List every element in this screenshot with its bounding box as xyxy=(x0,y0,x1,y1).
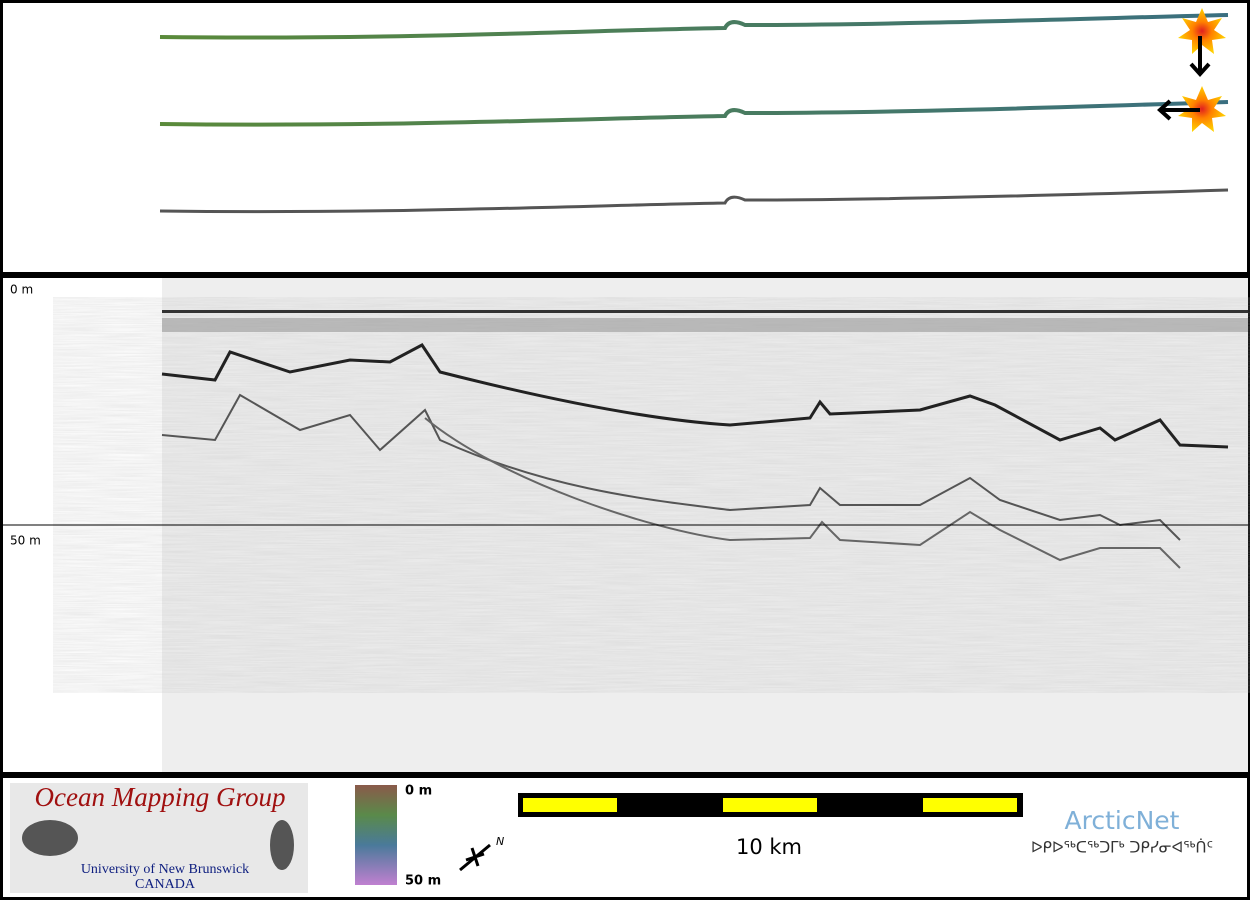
north-arrow-n: N xyxy=(496,835,504,848)
scale-segment xyxy=(923,798,1017,812)
track-line xyxy=(159,100,1229,127)
logo-image xyxy=(270,820,294,870)
arrow xyxy=(1157,99,1200,121)
scale-segment xyxy=(523,798,617,812)
logo-text: CANADA xyxy=(135,877,196,892)
track-line xyxy=(159,13,1229,40)
seabed-reflector xyxy=(161,343,1229,449)
depth-label: 50 m xyxy=(10,534,41,548)
logo-text: University of New Brunswick xyxy=(81,862,249,877)
arrow xyxy=(1189,36,1211,77)
colorbar-label: 50 m xyxy=(405,874,441,889)
ship-icon xyxy=(1178,8,1226,54)
partner-logo: ArcticNet xyxy=(1065,806,1180,835)
surface-band xyxy=(162,310,1248,313)
track-line xyxy=(159,188,1229,214)
surface-band xyxy=(162,318,1248,332)
logo-title: Ocean Mapping Group xyxy=(35,782,286,812)
depth-label: 0 m xyxy=(10,283,33,297)
echogram-noise xyxy=(162,330,1248,660)
scale-segment xyxy=(723,798,817,812)
scale-label: 10 km xyxy=(736,835,802,859)
colorbar-label: 0 m xyxy=(405,784,432,799)
subbottom-reflector xyxy=(161,393,1181,541)
north-arrow xyxy=(459,843,491,872)
track-panel xyxy=(3,3,1247,272)
logo-image xyxy=(22,820,78,856)
ship-icon xyxy=(1178,86,1226,132)
colorbar xyxy=(355,785,397,885)
subbottom-reflector xyxy=(424,417,1181,569)
partner-syllabics: ᐅᑭᐅᖅᑕᖅᑐᒥᒃ ᑐᑭᓯᓂᐊᖅᑏᑦ xyxy=(1031,839,1213,857)
